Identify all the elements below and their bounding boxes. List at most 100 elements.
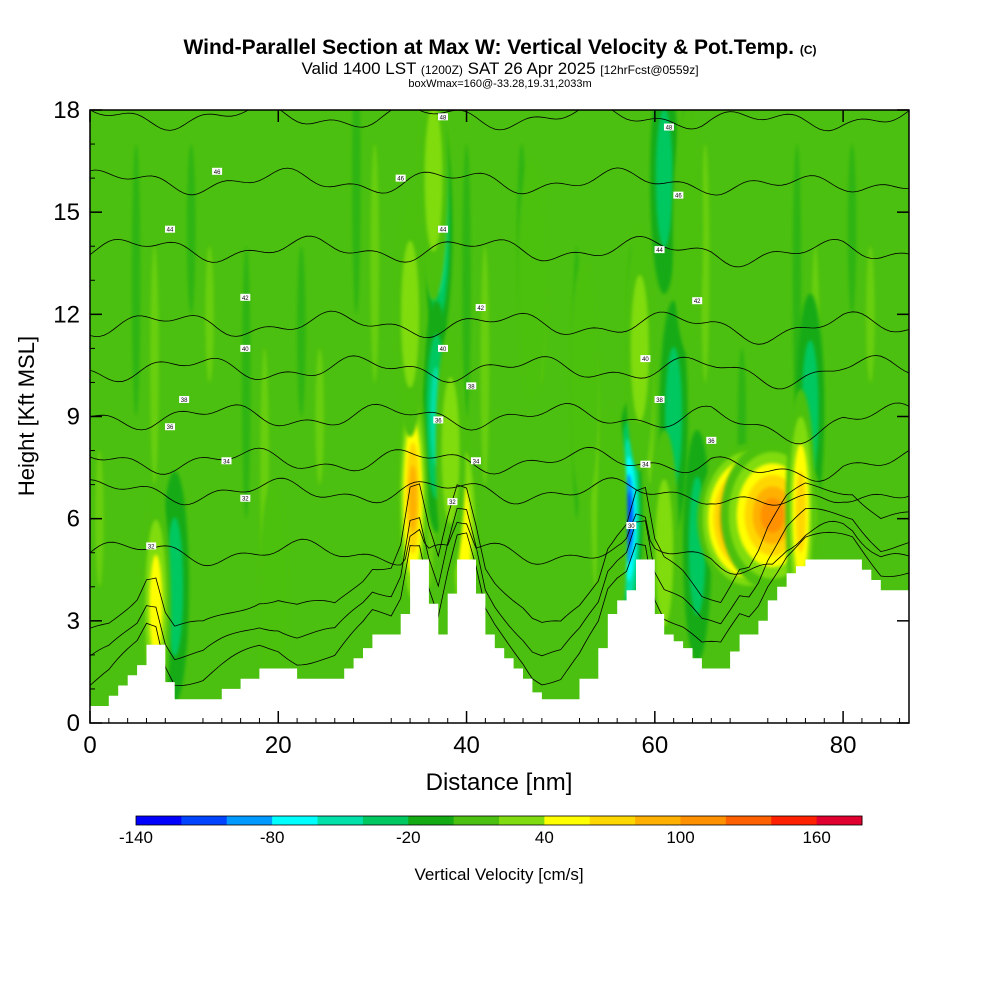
velocity-streak [462, 144, 471, 417]
colorbar-swatch [725, 816, 772, 825]
contour-label: 38 [181, 398, 188, 404]
velocity-streak [847, 144, 857, 315]
contour-label: 48 [666, 126, 673, 132]
colorbar-swatch [226, 816, 273, 825]
x-tick-label: 60 [641, 732, 668, 759]
contour-label: 36 [435, 418, 442, 424]
contour-label: 34 [642, 463, 649, 469]
theta-contours [90, 110, 909, 686]
velocity-streak [315, 348, 324, 485]
velocity-cell-band [401, 240, 420, 388]
x-tick-label: 20 [265, 732, 292, 759]
contour-label: 42 [694, 299, 701, 305]
contour-label-bg [221, 457, 232, 465]
theta-contour [90, 167, 909, 196]
contour-label-bg [673, 191, 684, 199]
contour-label-bg [692, 297, 703, 305]
box-max-info: boxWmax=160@-33.28,19.31,2033m [408, 78, 592, 90]
contour-label: 32 [148, 544, 155, 550]
contour-label: 42 [242, 296, 249, 302]
contour-label: 34 [223, 459, 230, 465]
y-tick-label: 0 [67, 710, 80, 737]
colorbar: -140 -80 -20 40 100 160 [119, 815, 863, 847]
x-axis-label: Distance [nm] [426, 769, 573, 796]
velocity-streak [352, 110, 361, 315]
colorbar-tick-label: 100 [666, 828, 694, 847]
chart-subtitle: Valid 1400 LST (1200Z) SAT 26 Apr 2025 [… [0, 59, 1000, 79]
subtitle-valid: Valid 1400 LST [301, 59, 417, 78]
theta-contour [90, 402, 909, 445]
colorbar-tick-label: -140 [119, 828, 153, 847]
contour-label: 46 [397, 177, 404, 183]
chart-title: Wind-Parallel Section at Max W: Vertical… [0, 36, 1000, 60]
contour-label-bg [240, 494, 251, 502]
colorbar-swatch [408, 816, 455, 825]
velocity-cell-band [569, 259, 600, 506]
colorbar-swatch [272, 816, 318, 825]
y-tick-label: 15 [53, 199, 80, 226]
contour-label: 44 [167, 228, 174, 234]
colorbar-label: Vertical Velocity [cm/s] [414, 865, 583, 884]
contour-label-bg [438, 113, 449, 121]
contour-label-bg [438, 344, 449, 352]
contour-label: 36 [708, 439, 715, 445]
contour-label: 44 [440, 228, 447, 234]
contour-label-bg [146, 542, 157, 550]
contour-label: 34 [473, 459, 480, 465]
contour-label: 46 [675, 194, 682, 200]
contour-label: 32 [242, 497, 249, 503]
contour-label: 32 [449, 500, 456, 506]
velocity-streak [205, 246, 214, 383]
x-tick-label: 40 [453, 732, 480, 759]
colorbar-swatch [362, 816, 409, 825]
contour-label: 40 [440, 347, 447, 353]
x-tick-label: 80 [830, 732, 857, 759]
velocity-cell-band [760, 497, 785, 533]
velocity-streak [370, 144, 380, 383]
theta-contour [90, 513, 909, 575]
contour-labels: 32 34 36 38 40 42 44 46 48 32 34 36 38 40 42 44 46 48 46 44… [146, 113, 717, 550]
theta-contour [90, 235, 909, 268]
velocity-streak [297, 246, 306, 417]
colorbar-tick-label: 40 [535, 828, 554, 847]
contour-label-bg [165, 225, 176, 233]
contour-label-bg [640, 355, 651, 363]
contour-label-bg [466, 382, 477, 390]
velocity-cell-band [517, 157, 548, 403]
subtitle-date: SAT 26 Apr 2025 [467, 59, 596, 78]
velocity-cell-band [655, 110, 673, 248]
contour-label-bg [663, 123, 674, 131]
colorbar-swatch [136, 816, 182, 825]
subtitle-utc: (1200Z) [420, 63, 463, 77]
contour-label-bg [654, 246, 665, 254]
contour-label: 48 [440, 115, 447, 121]
velocity-streak [242, 246, 251, 519]
colorbar-swatch [680, 816, 727, 825]
contour-label-bg [447, 498, 458, 506]
contour-label-bg [395, 174, 406, 182]
colorbar-swatch [181, 816, 228, 825]
contour-label-bg [640, 460, 651, 468]
plot-area: 32 34 36 38 40 42 44 46 48 32 34 36 38 40 42 44 46 48 46 44… [90, 110, 909, 723]
contour-label: 40 [242, 347, 249, 353]
contour-label: 30 [628, 524, 635, 530]
velocity-cell-band [630, 274, 649, 422]
x-tick-label: 0 [83, 732, 96, 759]
contour-label: 42 [477, 306, 484, 312]
contour-label: 36 [167, 425, 174, 431]
colorbar-swatch [816, 816, 863, 825]
contour-label: 46 [214, 170, 221, 176]
contour-label-bg [433, 416, 444, 424]
y-axis-label: Height [Kft MSL] [14, 336, 39, 496]
velocity-streak [131, 144, 141, 417]
velocity-cell-band [672, 110, 703, 352]
contour-label-bg [438, 225, 449, 233]
theta-contour [90, 508, 909, 661]
y-tick-label: 9 [67, 404, 80, 431]
colorbar-swatch [544, 816, 591, 825]
colorbar-tick-label: -20 [396, 828, 421, 847]
colorbar-swatch [317, 816, 364, 825]
velocity-cell-band [597, 402, 628, 649]
colorbar-frame [135, 815, 863, 826]
